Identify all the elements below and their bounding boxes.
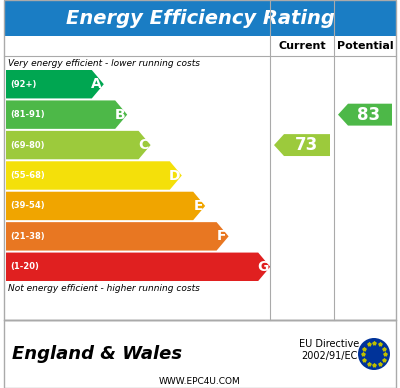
Text: Energy Efficiency Rating: Energy Efficiency Rating [66, 9, 334, 28]
Text: G: G [257, 260, 268, 274]
Text: B: B [114, 107, 125, 122]
Polygon shape [6, 253, 270, 281]
Text: (55-68): (55-68) [10, 171, 45, 180]
Text: Very energy efficient - lower running costs: Very energy efficient - lower running co… [8, 59, 200, 68]
Text: 73: 73 [294, 136, 318, 154]
Text: 83: 83 [358, 106, 380, 124]
Text: (1-20): (1-20) [10, 262, 39, 271]
Text: A: A [91, 77, 102, 91]
Text: Current: Current [278, 41, 326, 51]
Bar [4, 0, 396, 320]
Polygon shape [274, 134, 330, 156]
Text: (21-38): (21-38) [10, 232, 45, 241]
Text: (81-91): (81-91) [10, 110, 45, 119]
Polygon shape [6, 100, 127, 129]
Polygon shape [6, 222, 229, 251]
Text: England & Wales: England & Wales [12, 345, 182, 363]
Text: Potential: Potential [337, 41, 393, 51]
Text: C: C [138, 138, 149, 152]
Bar [4, 0, 396, 36]
Bar [4, 320, 396, 388]
Text: (92+): (92+) [10, 80, 36, 89]
Polygon shape [6, 131, 150, 159]
Text: D: D [168, 168, 180, 182]
Text: EU Directive
2002/91/EC: EU Directive 2002/91/EC [299, 339, 359, 361]
Text: E: E [194, 199, 203, 213]
Text: WWW.EPC4U.COM: WWW.EPC4U.COM [159, 377, 241, 386]
Text: F: F [217, 229, 227, 243]
Text: (69-80): (69-80) [10, 140, 44, 149]
Polygon shape [6, 192, 205, 220]
Polygon shape [338, 104, 392, 126]
Text: (39-54): (39-54) [10, 201, 45, 210]
Text: Not energy efficient - higher running costs: Not energy efficient - higher running co… [8, 284, 200, 293]
Polygon shape [6, 70, 104, 99]
Polygon shape [6, 161, 182, 190]
Circle shape [358, 338, 390, 370]
